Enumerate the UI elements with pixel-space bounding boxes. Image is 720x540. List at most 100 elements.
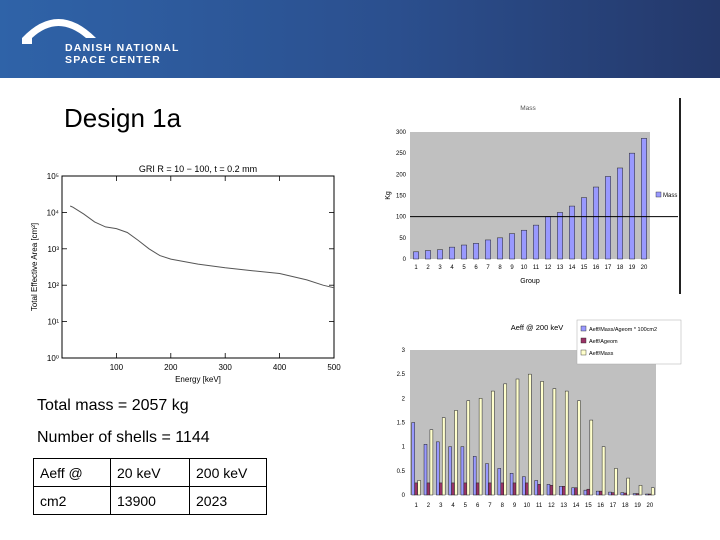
aeff-bar (598, 490, 603, 496)
effective-area-chart: GRI R = 10 − 100, t = 0.2 mm 100 200 300 400… (30, 164, 341, 384)
y-tick-label: 300 (396, 130, 407, 136)
x-tick-label: 18 (622, 503, 629, 509)
x-tick-label: 20 (641, 265, 648, 271)
aeff-bar (608, 491, 612, 496)
legend-label: Mass (663, 193, 677, 199)
aeff-bar (512, 482, 517, 496)
mass-bar (569, 205, 575, 260)
aeff-bar (451, 482, 455, 496)
y-tick-label: 50 (399, 236, 406, 242)
aeff-bar (626, 477, 630, 496)
y-tick-label: 1 (402, 445, 406, 451)
aeff-bar (534, 480, 538, 496)
mass-bar (413, 251, 419, 260)
legend-label: Aeff/Ageom (589, 339, 618, 345)
x-tick-label: 8 (501, 503, 505, 509)
x-tick-label: 1 (414, 265, 418, 271)
y-tick-label: 10¹ (47, 318, 59, 327)
mass-bar (617, 167, 623, 260)
aeff-bar (571, 487, 575, 496)
x-tick-label: 9 (510, 265, 514, 271)
y-tick-label: 0 (403, 257, 407, 263)
x-tick-label: 19 (634, 503, 641, 509)
x-tick-label: 4 (451, 503, 455, 509)
x-tick-label: 10 (524, 503, 531, 509)
aeff-bar (525, 482, 529, 496)
aeff-bar (414, 482, 418, 496)
mass-bar (449, 246, 455, 260)
y-tick-label: 0.5 (397, 469, 406, 475)
aeff-bar (463, 482, 468, 496)
logo-line-2: SPACE CENTER (65, 54, 161, 66)
y-tick-label: 200 (396, 172, 407, 178)
x-tick-label: 3 (438, 265, 442, 271)
legend-label: Aeff/Mass (589, 351, 614, 357)
x-tick-label: 19 (629, 265, 636, 271)
total-mass-text: Total mass = 2057 kg (37, 397, 189, 414)
mass-bar (629, 152, 635, 260)
aeff-bar (623, 492, 627, 496)
mass-bar (593, 186, 599, 260)
table-cell: 200 keV (189, 458, 267, 487)
mass-bar (533, 224, 539, 260)
aeff-bar (528, 373, 532, 496)
legend-swatch (580, 349, 587, 356)
mass-bar (605, 176, 611, 260)
y-tick-label: 10⁴ (47, 208, 60, 217)
aeff-bar (601, 446, 606, 496)
mass-bar (641, 138, 647, 260)
aeff-bar (497, 468, 502, 496)
x-tick-label: 13 (560, 503, 567, 509)
x-tick-label: 200 (164, 363, 178, 372)
aeff-bar (549, 485, 554, 496)
y-axis-label: Kg (385, 191, 392, 200)
aeff-bar (475, 482, 480, 496)
aeff-bar (509, 473, 514, 496)
x-tick-label: 15 (585, 503, 592, 509)
y-tick-label: 0 (402, 493, 406, 499)
logo-text: DANISH NATIONAL SPACE CENTER (65, 42, 180, 66)
x-tick-label: 7 (486, 265, 490, 271)
aeff-bar (537, 484, 541, 496)
legend-box (576, 319, 682, 365)
y-tick-label: 10⁰ (47, 354, 59, 363)
legend-swatch (655, 191, 662, 198)
x-tick-label: 100 (110, 363, 124, 372)
y-tick-label: 2 (402, 396, 406, 402)
x-tick-label: 300 (219, 363, 233, 372)
aeff-bar (500, 482, 504, 496)
shell-count-text: Number of shells = 1144 (37, 429, 210, 446)
mass-bar (557, 212, 563, 260)
aeff-bar (488, 482, 492, 496)
header-banner: DANISH NATIONAL SPACE CENTER (0, 0, 720, 78)
mass-bar (461, 244, 467, 260)
mass-bar (425, 250, 431, 260)
x-tick-label: 18 (617, 265, 624, 271)
mass-bar (545, 216, 551, 260)
x-tick-label: 7 (488, 503, 492, 509)
mass-bar (497, 237, 503, 260)
x-tick-label: 10 (521, 265, 528, 271)
aeff-bar (559, 486, 563, 496)
aeff-bar (503, 383, 507, 496)
x-tick-label: 9 (513, 503, 517, 509)
x-tick-label: 400 (273, 363, 287, 372)
logo-line-1: DANISH NATIONAL (65, 42, 180, 54)
y-tick-label: 2.5 (397, 372, 406, 378)
mass-bar (485, 239, 491, 260)
aeff-bar (564, 390, 569, 496)
aeff-bar (466, 400, 471, 496)
x-tick-label: 3 (439, 503, 443, 509)
aeff-bar (439, 482, 443, 496)
mass-bar (581, 197, 587, 260)
aeff-bar (589, 419, 594, 496)
x-tick-label: 11 (533, 265, 540, 271)
x-tick-label: 20 (647, 503, 654, 509)
y-tick-label: 100 (396, 215, 407, 221)
x-tick-label: 8 (498, 265, 502, 271)
plot-frame (61, 175, 335, 359)
aeff-bar (522, 476, 526, 496)
aeff-bar (429, 429, 434, 496)
aeff-bar (460, 446, 465, 496)
